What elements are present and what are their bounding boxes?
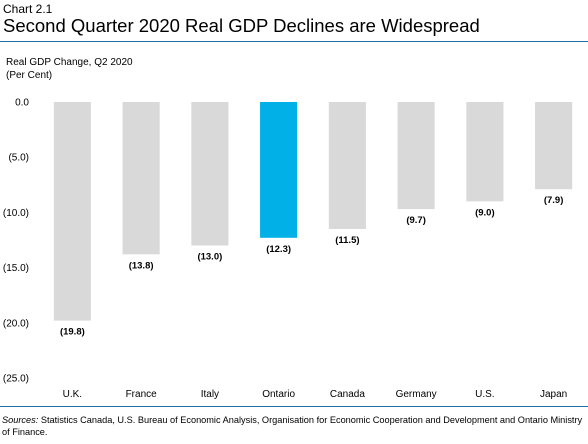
title-divider	[0, 41, 588, 42]
bar-us	[466, 102, 504, 202]
bar-france	[122, 102, 160, 255]
bar-italy	[191, 102, 229, 246]
x-tick-label: Canada	[330, 389, 365, 400]
x-tick-label: U.S.	[475, 389, 494, 400]
sources-text: Statistics Canada, U.S. Bureau of Econom…	[2, 415, 583, 437]
x-tick-label: Germany	[396, 389, 437, 400]
x-tick-label: Ontario	[262, 389, 295, 400]
x-tick-label: France	[126, 389, 158, 400]
data-label: (7.9)	[544, 195, 564, 206]
data-label: (13.8)	[129, 260, 154, 271]
footer-divider	[0, 406, 588, 407]
y-tick-label: 0.0	[15, 98, 29, 109]
data-labels: (19.8) (13.8) (13.0) (12.3) (11.5) (9.7) (9.0)…	[60, 195, 563, 337]
chart-title: Second Quarter 2020 Real GDP Declines ar…	[3, 15, 480, 36]
y-axis-ticks: 0.0 (5.0) (10.0) (15.0) (20.0) (25.0)	[3, 98, 30, 385]
bar-chart: 0.0(5.0)(10.0)(15.0)(20.0)(25.0) (19.8)(…	[3, 98, 573, 400]
data-label: (9.7)	[406, 215, 426, 226]
x-axis-ticks: U.K. France Italy Ontario Canada Germany U.S. J…	[63, 389, 568, 400]
bar-canada	[328, 102, 366, 229]
data-label: (12.3)	[266, 244, 291, 255]
bars	[53, 102, 573, 321]
x-tick-label: Italy	[201, 389, 219, 400]
data-label: (9.0)	[475, 207, 495, 218]
sources-note: Sources: Statistics Canada, U.S. Bureau …	[2, 414, 586, 438]
sources-label: Sources:	[2, 415, 39, 425]
data-label: (13.0)	[197, 252, 222, 263]
x-tick-label: Japan	[540, 389, 567, 400]
bar-ontario	[260, 102, 298, 238]
y-tick-label: (15.0)	[3, 263, 29, 274]
bar-germany	[397, 102, 435, 210]
data-label: (19.8)	[60, 327, 85, 338]
y-axis-unit: (Per Cent)	[6, 70, 53, 81]
bar-uk	[53, 102, 91, 321]
data-label: (11.5)	[335, 235, 359, 246]
y-tick-label: (10.0)	[3, 208, 29, 219]
y-tick-label: (20.0)	[3, 318, 29, 329]
y-tick-label: (5.0)	[8, 153, 29, 164]
x-tick-label: U.K.	[63, 389, 82, 400]
bar-japan	[535, 102, 573, 190]
y-tick-label: (25.0)	[3, 374, 29, 385]
chart-number-label: Chart 2.1	[3, 2, 53, 16]
y-axis-title: Real GDP Change, Q2 2020	[6, 57, 133, 68]
